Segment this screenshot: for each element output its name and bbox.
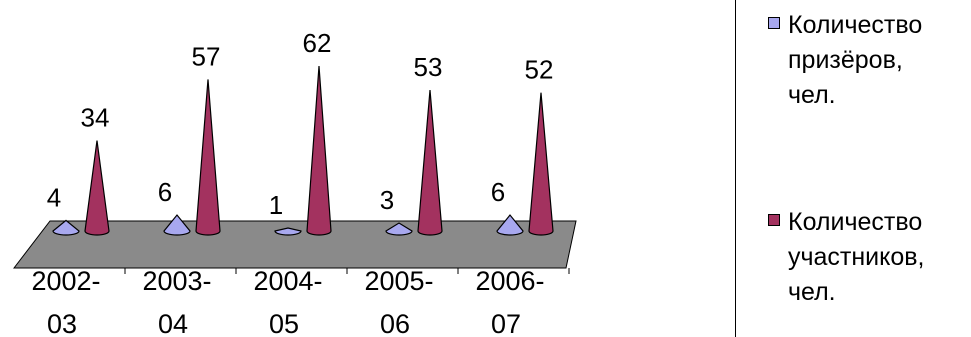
cone-participants-2004-05	[306, 66, 332, 236]
data-label-prizewinners-2002-03: 4	[47, 182, 61, 212]
x-tick-label-2006-07-line2: 07	[491, 309, 521, 335]
x-tick-label-2006-07-line1: 2006-	[475, 266, 544, 296]
data-label-participants-2002-03: 34	[81, 103, 110, 133]
legend-swatch-prizewinners	[768, 17, 780, 29]
x-tick-label-2004-05-line1: 2004-	[253, 266, 322, 296]
x-tick-label-2004-05-line2: 05	[269, 309, 299, 335]
data-label-participants-2006-07: 52	[525, 55, 554, 85]
legend-swatch-participants	[768, 214, 780, 226]
x-axis: 2002- 03 2003- 04 2004- 05 2005- 06 2006- 07	[31, 266, 570, 335]
data-labels-group: 4 34 6 57 1 62 3 53 6 52	[47, 28, 554, 220]
cone-prizewinners-2003-04	[163, 214, 191, 236]
cone-participants-2002-03	[84, 140, 110, 236]
data-label-prizewinners-2006-07: 6	[491, 177, 505, 207]
cone-prizewinners-2005-06	[385, 222, 413, 236]
cone-participants-2005-06	[417, 89, 443, 236]
x-tick-label-2003-04-line2: 04	[158, 309, 188, 335]
data-label-participants-2003-04: 57	[192, 41, 221, 71]
x-tick-label-2002-03-line2: 03	[47, 309, 77, 335]
legend-label-prizewinners: Количество призёров, чел.	[788, 11, 923, 109]
data-label-prizewinners-2005-06: 3	[380, 185, 394, 215]
legend: Количество призёров, чел. Количество уча…	[735, 0, 971, 337]
cone-participants-2006-07	[528, 92, 554, 236]
cone-participants-2003-04	[195, 79, 221, 236]
data-label-participants-2004-05: 62	[303, 28, 332, 58]
x-tick-label-2005-06-line1: 2005-	[364, 266, 433, 296]
cone-prizewinners-2002-03	[52, 219, 80, 236]
x-tick-label-2003-04-line1: 2003-	[142, 266, 211, 296]
data-label-prizewinners-2003-04: 6	[158, 177, 172, 207]
chart-series-group	[52, 66, 554, 236]
data-label-prizewinners-2004-05: 1	[269, 190, 283, 220]
cone-prizewinners-2004-05	[274, 227, 302, 236]
x-tick-label-2002-03-line1: 2002-	[31, 266, 100, 296]
x-tick-label-2005-06-line2: 06	[380, 309, 410, 335]
data-label-participants-2005-06: 53	[414, 52, 443, 82]
cone-prizewinners-2006-07	[496, 214, 524, 236]
legend-label-participants: Количество участников, чел.	[788, 208, 925, 306]
